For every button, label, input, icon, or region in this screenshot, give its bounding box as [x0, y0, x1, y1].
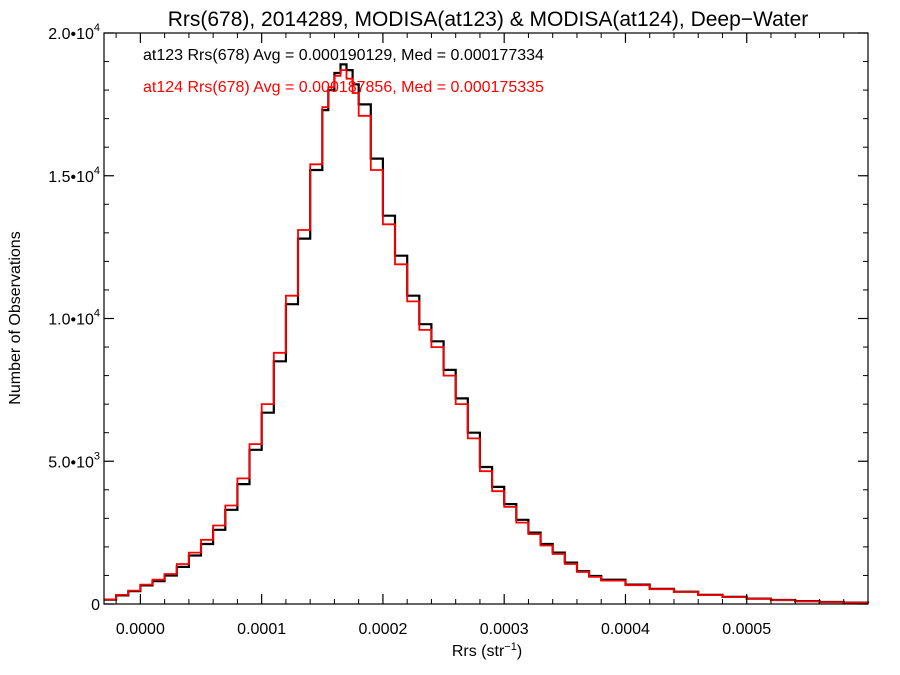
x-axis-label: Rrs (str−1)	[452, 641, 522, 660]
series-at124-line	[104, 69, 869, 604]
x-tick-label: 0.0000	[116, 621, 165, 638]
y-tick-label: 1.0•104	[48, 308, 100, 329]
y-axis: 0 5.0•103 1.0•104 1.5•104 2.0•104	[48, 22, 868, 614]
x-axis-label-text: Rrs (str	[452, 643, 505, 660]
x-tick-label: 0.0005	[722, 621, 771, 638]
x-axis-label-end: )	[517, 643, 522, 660]
y-tick-label: 2.0•104	[48, 22, 100, 43]
x-axis-label-sup: −1	[504, 641, 517, 653]
x-tick-label: 0.0002	[358, 621, 407, 638]
x-tick-label: 0.0001	[237, 621, 286, 638]
chart-title: Rrs(678), 2014289, MODISA(at123) & MODIS…	[168, 8, 809, 31]
annotation-at124: at124 Rrs(678) Avg = 0.000187856, Med = …	[143, 79, 544, 96]
y-tick-label: 5.0•103	[48, 450, 100, 471]
y-tick-label: 0	[91, 597, 100, 614]
series-at123-line	[104, 63, 870, 604]
y-axis-label: Number of Observations	[7, 231, 24, 404]
annotation-at123: at123 Rrs(678) Avg = 0.000190129, Med = …	[143, 47, 544, 64]
x-tick-label: 0.0003	[480, 621, 529, 638]
y-tick-label: 1.5•104	[48, 165, 100, 186]
plot-frame	[103, 32, 869, 605]
x-tick-label: 0.0004	[601, 621, 650, 638]
series-layer	[104, 63, 870, 604]
x-axis: 0.0000 0.0001 0.0002 0.0003 0.0004 0.0005	[115, 33, 845, 638]
